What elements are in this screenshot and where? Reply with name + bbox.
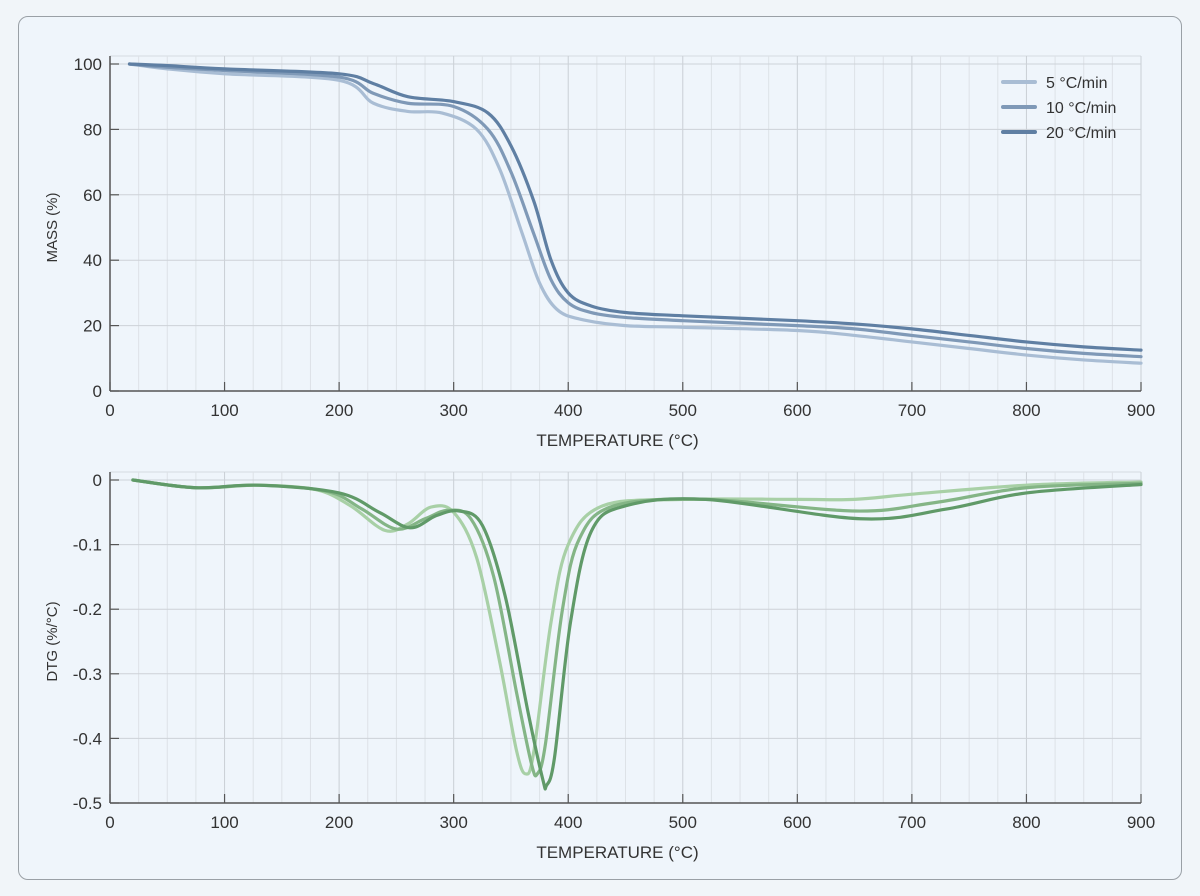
x-tick-label: 100: [210, 813, 238, 832]
legend-label: 10 °C/min: [1046, 100, 1116, 117]
y-axis-label: DTG (%/°C): [44, 601, 61, 681]
y-tick-label: 0: [93, 382, 102, 401]
legend: 5 °C/min 10 °C/min 20 °C/min: [1001, 75, 1116, 142]
x-tick-label: 800: [1012, 401, 1040, 420]
series-line-10-c-min: [131, 478, 1143, 778]
series-line-10-c-min: [127, 62, 1143, 359]
x-axis-label: TEMPERATURE (°C): [536, 431, 698, 450]
panel-1: 0 100 200 300 400 500 600 700 800 900 0 -0.1 -0.2 -0.…: [44, 471, 1155, 862]
x-tick-label: 800: [1012, 813, 1040, 832]
x-tick-label: 900: [1127, 401, 1155, 420]
y-tick-label: -0.5: [73, 794, 102, 813]
x-tick-label: 400: [554, 401, 582, 420]
y-tick-label: -0.2: [73, 600, 102, 619]
x-tick-label: 600: [783, 813, 811, 832]
x-tick-label: 700: [898, 813, 926, 832]
series-line-5-c-min: [127, 62, 1143, 365]
x-axis-label: TEMPERATURE (°C): [536, 843, 698, 862]
x-tick-label: 700: [898, 401, 926, 420]
x-tick-label: 300: [439, 813, 467, 832]
y-tick-label: 20: [83, 317, 102, 336]
y-axis-label: MASS (%): [44, 192, 61, 262]
x-tick-label: 200: [325, 813, 353, 832]
y-tick-label: 40: [83, 251, 102, 270]
x-tick-label: 0: [105, 813, 114, 832]
series-line-20-c-min: [127, 62, 1143, 352]
y-tick-label: 100: [74, 55, 102, 74]
legend-label: 5 °C/min: [1046, 75, 1108, 92]
x-tick-label: 500: [669, 401, 697, 420]
x-tick-label: 200: [325, 401, 353, 420]
series-line-20-c-min: [131, 478, 1143, 791]
panel-0: 0 100 200 300 400 500 600 700 800 900 0 20 40 60 80 100…: [44, 55, 1155, 450]
series-line-5-c-min: [131, 478, 1143, 776]
y-tick-label: 60: [83, 186, 102, 205]
chart-card: [18, 16, 1182, 880]
x-tick-label: 0: [105, 401, 114, 420]
y-tick-label: -0.3: [73, 665, 102, 684]
x-tick-label: 500: [669, 813, 697, 832]
y-tick-label: 80: [83, 120, 102, 139]
x-tick-label: 400: [554, 813, 582, 832]
x-tick-label: 100: [210, 401, 238, 420]
y-tick-label: 0: [93, 471, 102, 490]
x-tick-label: 300: [439, 401, 467, 420]
y-tick-label: -0.4: [73, 729, 102, 748]
legend-label: 20 °C/min: [1046, 125, 1116, 142]
x-tick-label: 900: [1127, 813, 1155, 832]
y-tick-label: -0.1: [73, 536, 102, 555]
x-tick-label: 600: [783, 401, 811, 420]
